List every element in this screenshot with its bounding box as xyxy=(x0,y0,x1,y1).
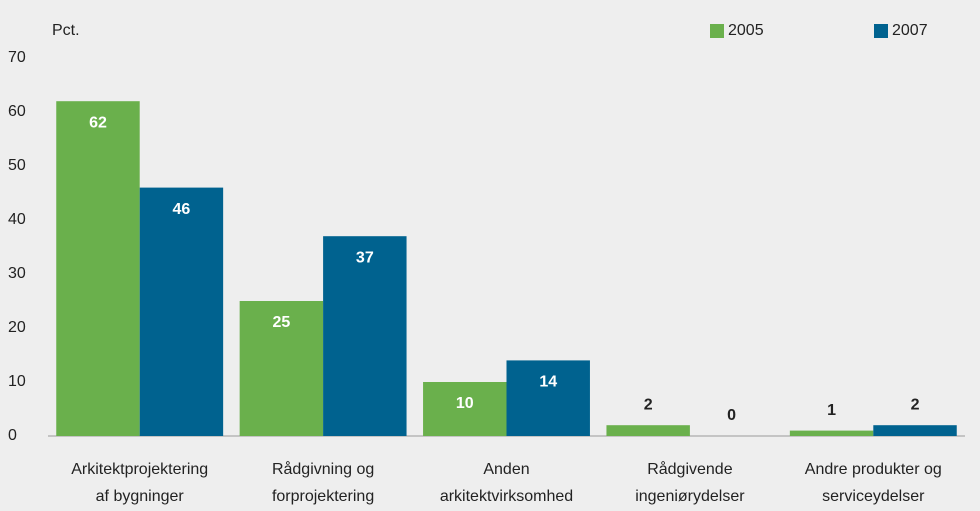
x-tick-label: Rådgivende xyxy=(647,460,733,478)
data-label: 25 xyxy=(272,314,290,331)
y-tick-label: 50 xyxy=(8,157,26,174)
x-tick-label: Rådgivning og xyxy=(272,460,374,478)
bar xyxy=(606,425,690,436)
bar xyxy=(239,301,324,436)
legend-swatch xyxy=(710,24,724,38)
bar xyxy=(873,425,957,436)
data-label: 2 xyxy=(644,396,653,413)
data-label: 62 xyxy=(89,114,107,131)
x-tick-label: Arkitektprojektering xyxy=(71,461,208,478)
legend-label: 2005 xyxy=(728,22,764,39)
x-tick-label: arkitektvirksomhed xyxy=(440,488,573,505)
legend-label: 2007 xyxy=(892,22,928,39)
bar xyxy=(423,382,507,436)
y-tick-label: 10 xyxy=(8,373,26,390)
legend-swatch xyxy=(874,24,888,38)
y-tick-label: 60 xyxy=(8,103,26,120)
bar xyxy=(506,360,590,436)
y-tick-label: 0 xyxy=(8,427,17,444)
x-tick-label: ingeniørydelser xyxy=(635,488,745,505)
y-tick-label: 30 xyxy=(8,265,26,282)
bar xyxy=(789,430,874,436)
x-tick-label: serviceydelser xyxy=(822,488,925,505)
data-label: 46 xyxy=(173,201,191,218)
y-tick-label: 20 xyxy=(8,319,26,336)
bar xyxy=(323,236,407,436)
data-label: 14 xyxy=(539,374,557,391)
y-axis-label: Pct. xyxy=(52,22,80,39)
x-tick-label: af bygninger xyxy=(96,488,185,505)
y-tick-label: 70 xyxy=(8,49,26,66)
x-tick-label: forprojektering xyxy=(272,488,374,505)
data-label: 37 xyxy=(356,249,374,266)
bar xyxy=(139,187,224,436)
y-tick-label: 40 xyxy=(8,211,26,228)
x-tick-label: Andre produkter og xyxy=(805,461,942,478)
data-label: 10 xyxy=(456,395,474,412)
x-tick-label: Anden xyxy=(483,461,529,478)
data-label: 1 xyxy=(827,402,836,419)
data-label: 0 xyxy=(727,407,736,424)
data-label: 2 xyxy=(911,396,920,413)
bar xyxy=(56,101,140,436)
